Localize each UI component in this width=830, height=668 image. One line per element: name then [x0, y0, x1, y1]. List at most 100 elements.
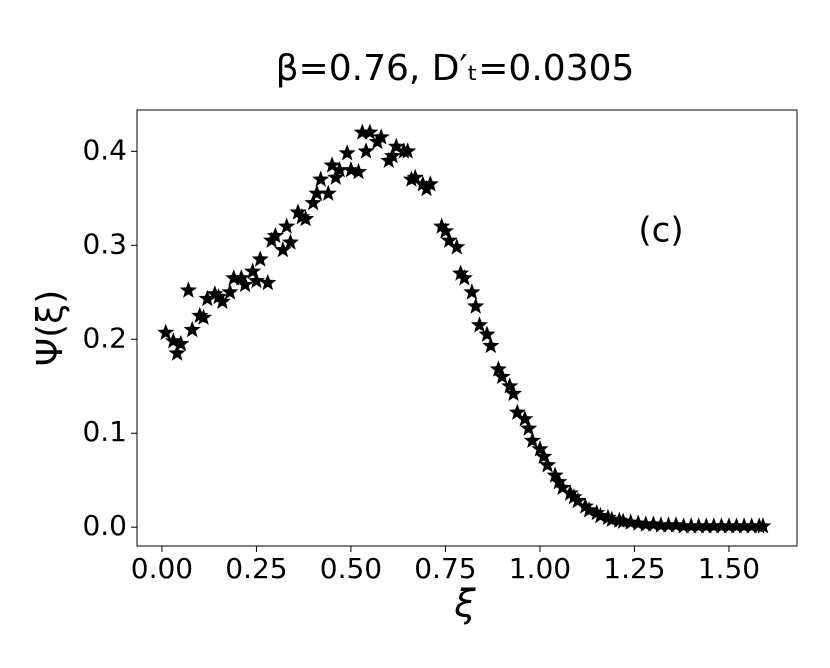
- point: [516, 410, 534, 427]
- point: [436, 222, 454, 239]
- point: [387, 137, 405, 154]
- point: [523, 431, 541, 448]
- point: [183, 320, 201, 338]
- chart-title: β=0.76, D′ₜ=0.0305: [276, 48, 635, 89]
- point: [327, 168, 345, 185]
- point: [221, 283, 239, 300]
- point: [274, 241, 292, 258]
- point: [281, 233, 299, 250]
- point: [501, 377, 519, 394]
- point: [493, 367, 511, 385]
- point: [754, 517, 772, 534]
- y-tick-label: 0.2: [82, 321, 127, 354]
- point: [157, 323, 175, 340]
- point: [319, 184, 337, 201]
- point: [350, 163, 368, 180]
- point: [489, 360, 507, 377]
- point: [743, 517, 761, 534]
- point: [323, 156, 341, 173]
- point: [682, 517, 700, 534]
- y-tick-label: 0.4: [82, 133, 127, 166]
- point: [705, 517, 723, 534]
- point: [312, 170, 330, 187]
- point: [565, 488, 583, 505]
- point: [637, 515, 655, 532]
- point: [278, 217, 296, 234]
- x-tick-label: 0.25: [225, 552, 287, 585]
- x-tick-label: 1.50: [698, 552, 760, 585]
- point: [531, 440, 549, 457]
- point: [308, 184, 326, 201]
- point: [539, 456, 557, 473]
- point: [452, 264, 470, 281]
- point: [712, 517, 730, 534]
- y-axis-label: Ψ(ξ): [30, 290, 71, 367]
- point: [478, 325, 496, 342]
- point: [561, 484, 579, 501]
- point: [289, 203, 307, 220]
- point: [251, 250, 269, 267]
- point: [244, 262, 262, 279]
- point: [735, 517, 753, 534]
- point: [331, 161, 349, 178]
- point: [675, 517, 693, 534]
- point: [569, 491, 587, 509]
- point: [644, 515, 662, 532]
- point: [338, 144, 356, 161]
- point: [508, 403, 526, 420]
- point: [667, 516, 685, 533]
- point: [463, 283, 481, 300]
- point: [361, 123, 379, 140]
- point: [421, 175, 439, 192]
- point: [728, 517, 746, 534]
- point: [603, 510, 621, 527]
- point: [455, 269, 473, 286]
- point: [259, 273, 277, 291]
- annotation: (c): [638, 211, 683, 251]
- point: [467, 297, 485, 314]
- point: [172, 335, 190, 352]
- point: [482, 336, 500, 354]
- point: [520, 419, 538, 436]
- point: [622, 513, 640, 530]
- point: [697, 517, 715, 534]
- point: [629, 514, 647, 531]
- x-tick-label: 1.00: [509, 552, 571, 585]
- point: [614, 512, 632, 529]
- point: [297, 210, 315, 227]
- x-tick-label: 0.75: [414, 552, 476, 585]
- point: [550, 473, 568, 490]
- point: [225, 269, 243, 286]
- point: [164, 332, 182, 349]
- point: [198, 289, 216, 307]
- point: [206, 285, 224, 302]
- point: [247, 272, 265, 289]
- point: [433, 217, 451, 234]
- point: [576, 497, 594, 514]
- point: [232, 269, 250, 286]
- point: [652, 516, 670, 533]
- point: [659, 516, 677, 533]
- x-tick-label: 1.25: [603, 552, 665, 585]
- point: [470, 316, 488, 333]
- point: [266, 226, 284, 244]
- x-tick-label: 0.50: [320, 552, 382, 585]
- point: [195, 308, 213, 325]
- point: [414, 175, 432, 192]
- point: [690, 517, 708, 534]
- x-axis-label: ξ: [453, 582, 476, 626]
- point: [535, 447, 553, 464]
- point: [353, 123, 371, 140]
- point: [384, 147, 402, 164]
- point: [554, 478, 572, 495]
- point: [440, 231, 458, 248]
- point: [546, 466, 564, 483]
- point: [504, 384, 523, 402]
- point: [179, 281, 197, 298]
- point: [720, 517, 738, 534]
- point: [580, 501, 598, 518]
- x-tick-label: 0.00: [131, 552, 193, 585]
- plot-frame: [136, 109, 798, 547]
- point: [357, 142, 375, 159]
